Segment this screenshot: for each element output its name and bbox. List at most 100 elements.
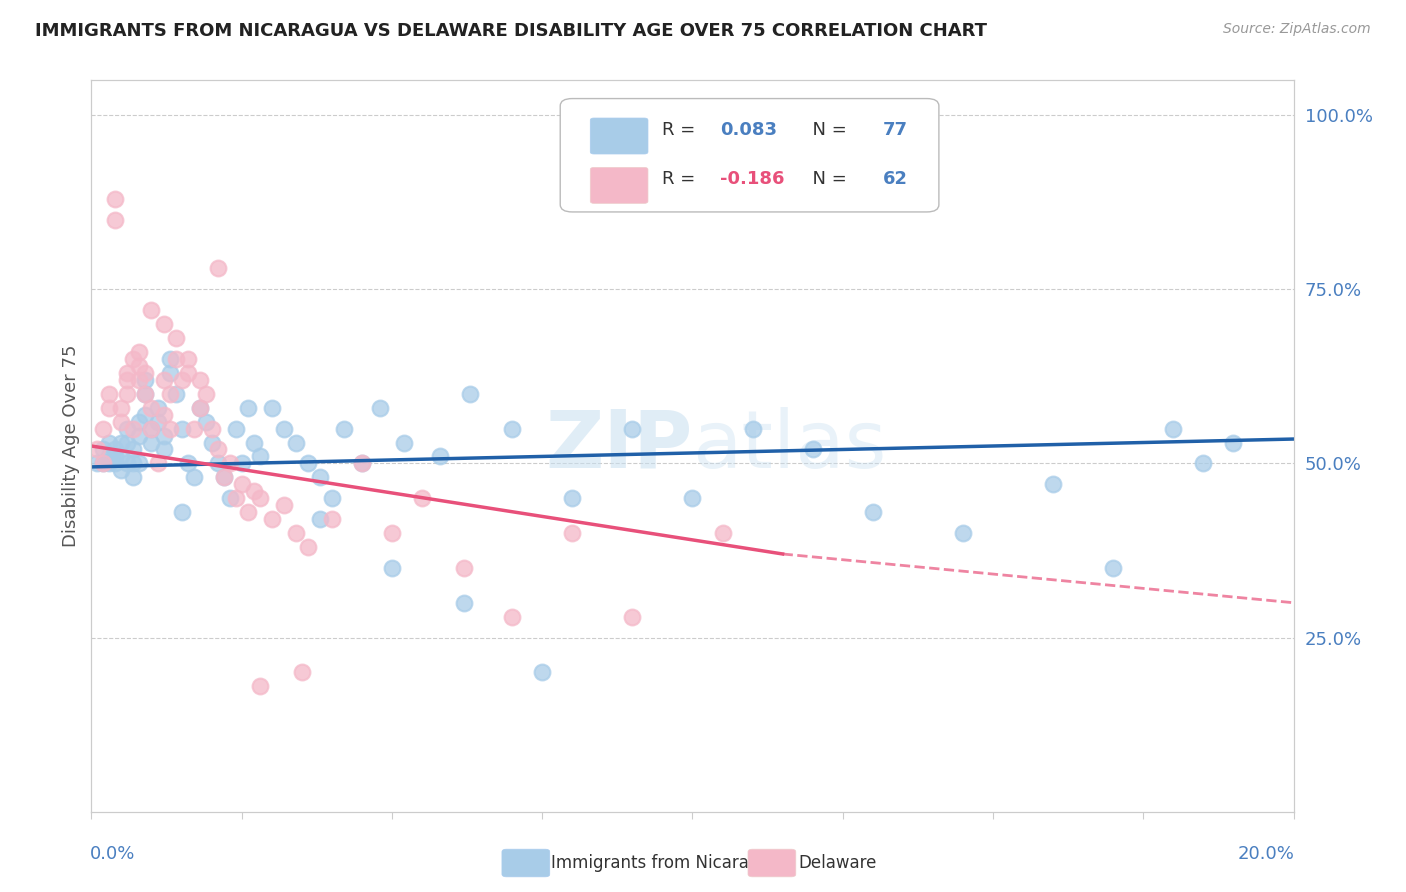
Point: [381, 561, 404, 575]
Point: [146, 401, 169, 415]
Point: [333, 421, 356, 435]
Point: [531, 665, 554, 680]
Point: [117, 435, 139, 450]
Point: [236, 401, 259, 415]
FancyBboxPatch shape: [591, 168, 648, 203]
Point: [225, 491, 247, 506]
Point: [711, 526, 734, 541]
Point: [176, 457, 198, 471]
Point: [170, 505, 193, 519]
Point: [321, 491, 343, 506]
Point: [561, 526, 583, 541]
Point: [273, 498, 295, 512]
Point: [110, 435, 132, 450]
Point: [183, 470, 205, 484]
Text: Immigrants from Nicaragua: Immigrants from Nicaragua: [551, 855, 780, 872]
Point: [141, 421, 163, 435]
Point: [501, 609, 523, 624]
Point: [308, 470, 330, 484]
Point: [801, 442, 824, 457]
Point: [381, 526, 404, 541]
Point: [176, 351, 198, 366]
Point: [165, 351, 187, 366]
Point: [242, 435, 264, 450]
Point: [170, 421, 193, 435]
Point: [104, 457, 127, 471]
Text: R =: R =: [662, 170, 702, 188]
Text: N =: N =: [800, 121, 852, 139]
Point: [98, 401, 121, 415]
Point: [297, 457, 319, 471]
FancyBboxPatch shape: [560, 99, 939, 212]
Point: [134, 373, 156, 387]
Point: [212, 470, 235, 484]
Text: ZIP: ZIP: [546, 407, 692, 485]
Point: [152, 428, 174, 442]
Text: N =: N =: [800, 170, 852, 188]
Point: [188, 401, 211, 415]
Point: [117, 366, 139, 380]
Point: [141, 303, 163, 318]
Point: [128, 345, 150, 359]
Point: [122, 351, 145, 366]
Point: [207, 442, 229, 457]
Text: Delaware: Delaware: [799, 855, 877, 872]
Point: [453, 596, 475, 610]
Point: [98, 457, 121, 471]
Point: [117, 386, 139, 401]
Point: [194, 386, 217, 401]
Point: [249, 491, 271, 506]
Point: [212, 470, 235, 484]
Point: [159, 386, 181, 401]
Point: [93, 457, 115, 471]
Point: [231, 477, 253, 491]
Point: [104, 442, 127, 457]
Point: [122, 442, 145, 457]
Point: [1102, 561, 1125, 575]
Point: [260, 401, 283, 415]
Point: [350, 457, 373, 471]
FancyBboxPatch shape: [591, 118, 648, 154]
Point: [741, 421, 763, 435]
Point: [249, 450, 271, 464]
Point: [1161, 421, 1184, 435]
Point: [134, 386, 156, 401]
Point: [194, 415, 217, 429]
Point: [110, 415, 132, 429]
Point: [104, 192, 127, 206]
Point: [201, 435, 224, 450]
Point: [104, 212, 127, 227]
Point: [392, 435, 415, 450]
Point: [128, 457, 150, 471]
Text: IMMIGRANTS FROM NICARAGUA VS DELAWARE DISABILITY AGE OVER 75 CORRELATION CHART: IMMIGRANTS FROM NICARAGUA VS DELAWARE DI…: [35, 22, 987, 40]
Point: [284, 526, 307, 541]
Point: [128, 359, 150, 373]
Text: 20.0%: 20.0%: [1237, 846, 1295, 863]
Point: [170, 373, 193, 387]
Point: [122, 470, 145, 484]
Point: [273, 421, 295, 435]
Point: [122, 457, 145, 471]
Text: 62: 62: [883, 170, 907, 188]
Point: [681, 491, 703, 506]
Point: [188, 401, 211, 415]
Point: [952, 526, 974, 541]
Point: [146, 457, 169, 471]
Point: [218, 457, 240, 471]
Point: [201, 421, 224, 435]
Point: [321, 512, 343, 526]
Point: [165, 386, 187, 401]
Text: atlas: atlas: [692, 407, 887, 485]
Point: [128, 415, 150, 429]
Point: [93, 421, 115, 435]
Point: [134, 366, 156, 380]
Point: [110, 401, 132, 415]
Point: [225, 421, 247, 435]
Point: [86, 442, 108, 457]
Text: 0.083: 0.083: [720, 121, 778, 139]
Point: [218, 491, 240, 506]
Point: [128, 373, 150, 387]
Point: [1222, 435, 1244, 450]
Point: [188, 373, 211, 387]
Text: 0.0%: 0.0%: [90, 846, 135, 863]
